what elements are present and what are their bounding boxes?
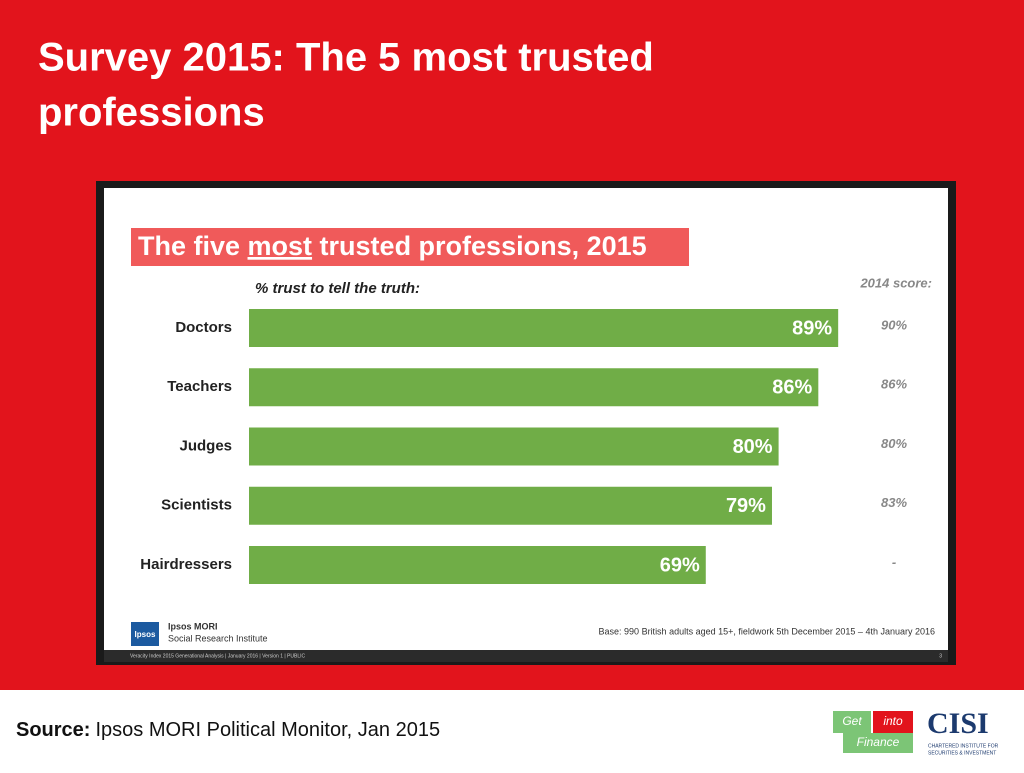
cisi-logo: CISI: [927, 707, 989, 740]
value-label: 80%: [733, 436, 773, 458]
previous-score: 83%: [881, 495, 907, 510]
category-label: Scientists: [161, 497, 232, 514]
footer-strip: [104, 650, 948, 662]
bar: [249, 486, 772, 525]
value-label: 79%: [726, 495, 766, 517]
category-label: Doctors: [175, 319, 232, 336]
chart-title-part: The five: [138, 231, 248, 261]
previous-score: -: [892, 554, 896, 569]
base-note: Base: 990 British adults aged 15+, field…: [599, 626, 935, 636]
cisi-full: CHARTERED INSTITUTE FOR: [928, 743, 999, 749]
source-label: Source:: [16, 719, 90, 741]
page-number: 3: [939, 653, 942, 659]
previous-score: 80%: [881, 436, 907, 451]
ipsos-logo: [131, 622, 159, 646]
logo-text: Finance: [857, 735, 900, 749]
previous-score: 86%: [881, 377, 907, 392]
chart-subtitle: % trust to tell the truth:: [255, 280, 420, 297]
ipsos-logo-text: Ipsos: [135, 630, 156, 639]
cisi-full: SECURITIES & INVESTMENT: [928, 750, 996, 756]
chart-title-part: most: [248, 231, 313, 261]
logo-text: into: [883, 714, 903, 728]
brand-name: Ipsos MORI: [168, 621, 218, 631]
logo-text: Get: [842, 714, 862, 728]
chart-title-bg: [131, 228, 689, 266]
logo-box: [873, 711, 913, 733]
bar: [249, 368, 819, 407]
value-label: 89%: [792, 317, 832, 339]
chart-title: The five most trusted professions, 2015: [138, 231, 647, 261]
value-label: 86%: [772, 377, 812, 399]
brand-unit: Social Research Institute: [168, 633, 268, 643]
logo-box: [843, 733, 913, 753]
chart-title-part: trusted professions, 2015: [312, 231, 647, 261]
previous-header: 2014 score:: [859, 275, 932, 290]
category-label: Teachers: [167, 378, 232, 395]
bar: [249, 546, 706, 584]
category-label: Hairdressers: [140, 556, 232, 573]
previous-score: 90%: [881, 317, 907, 332]
bar: [249, 427, 779, 466]
bar: [249, 309, 839, 347]
slide-title: professions: [38, 91, 265, 135]
source-text: Ipsos MORI Political Monitor, Jan 2015: [95, 719, 440, 741]
slide-title: Survey 2015: The 5 most trusted: [38, 36, 654, 80]
value-label: 69%: [660, 554, 700, 576]
footer-strip-text: Veracity Index 2015 Generational Analysi…: [130, 653, 305, 659]
category-label: Judges: [179, 437, 232, 454]
logo-box: [833, 711, 871, 733]
source: Source: Ipsos MORI Political Monitor, Jan…: [16, 719, 440, 741]
